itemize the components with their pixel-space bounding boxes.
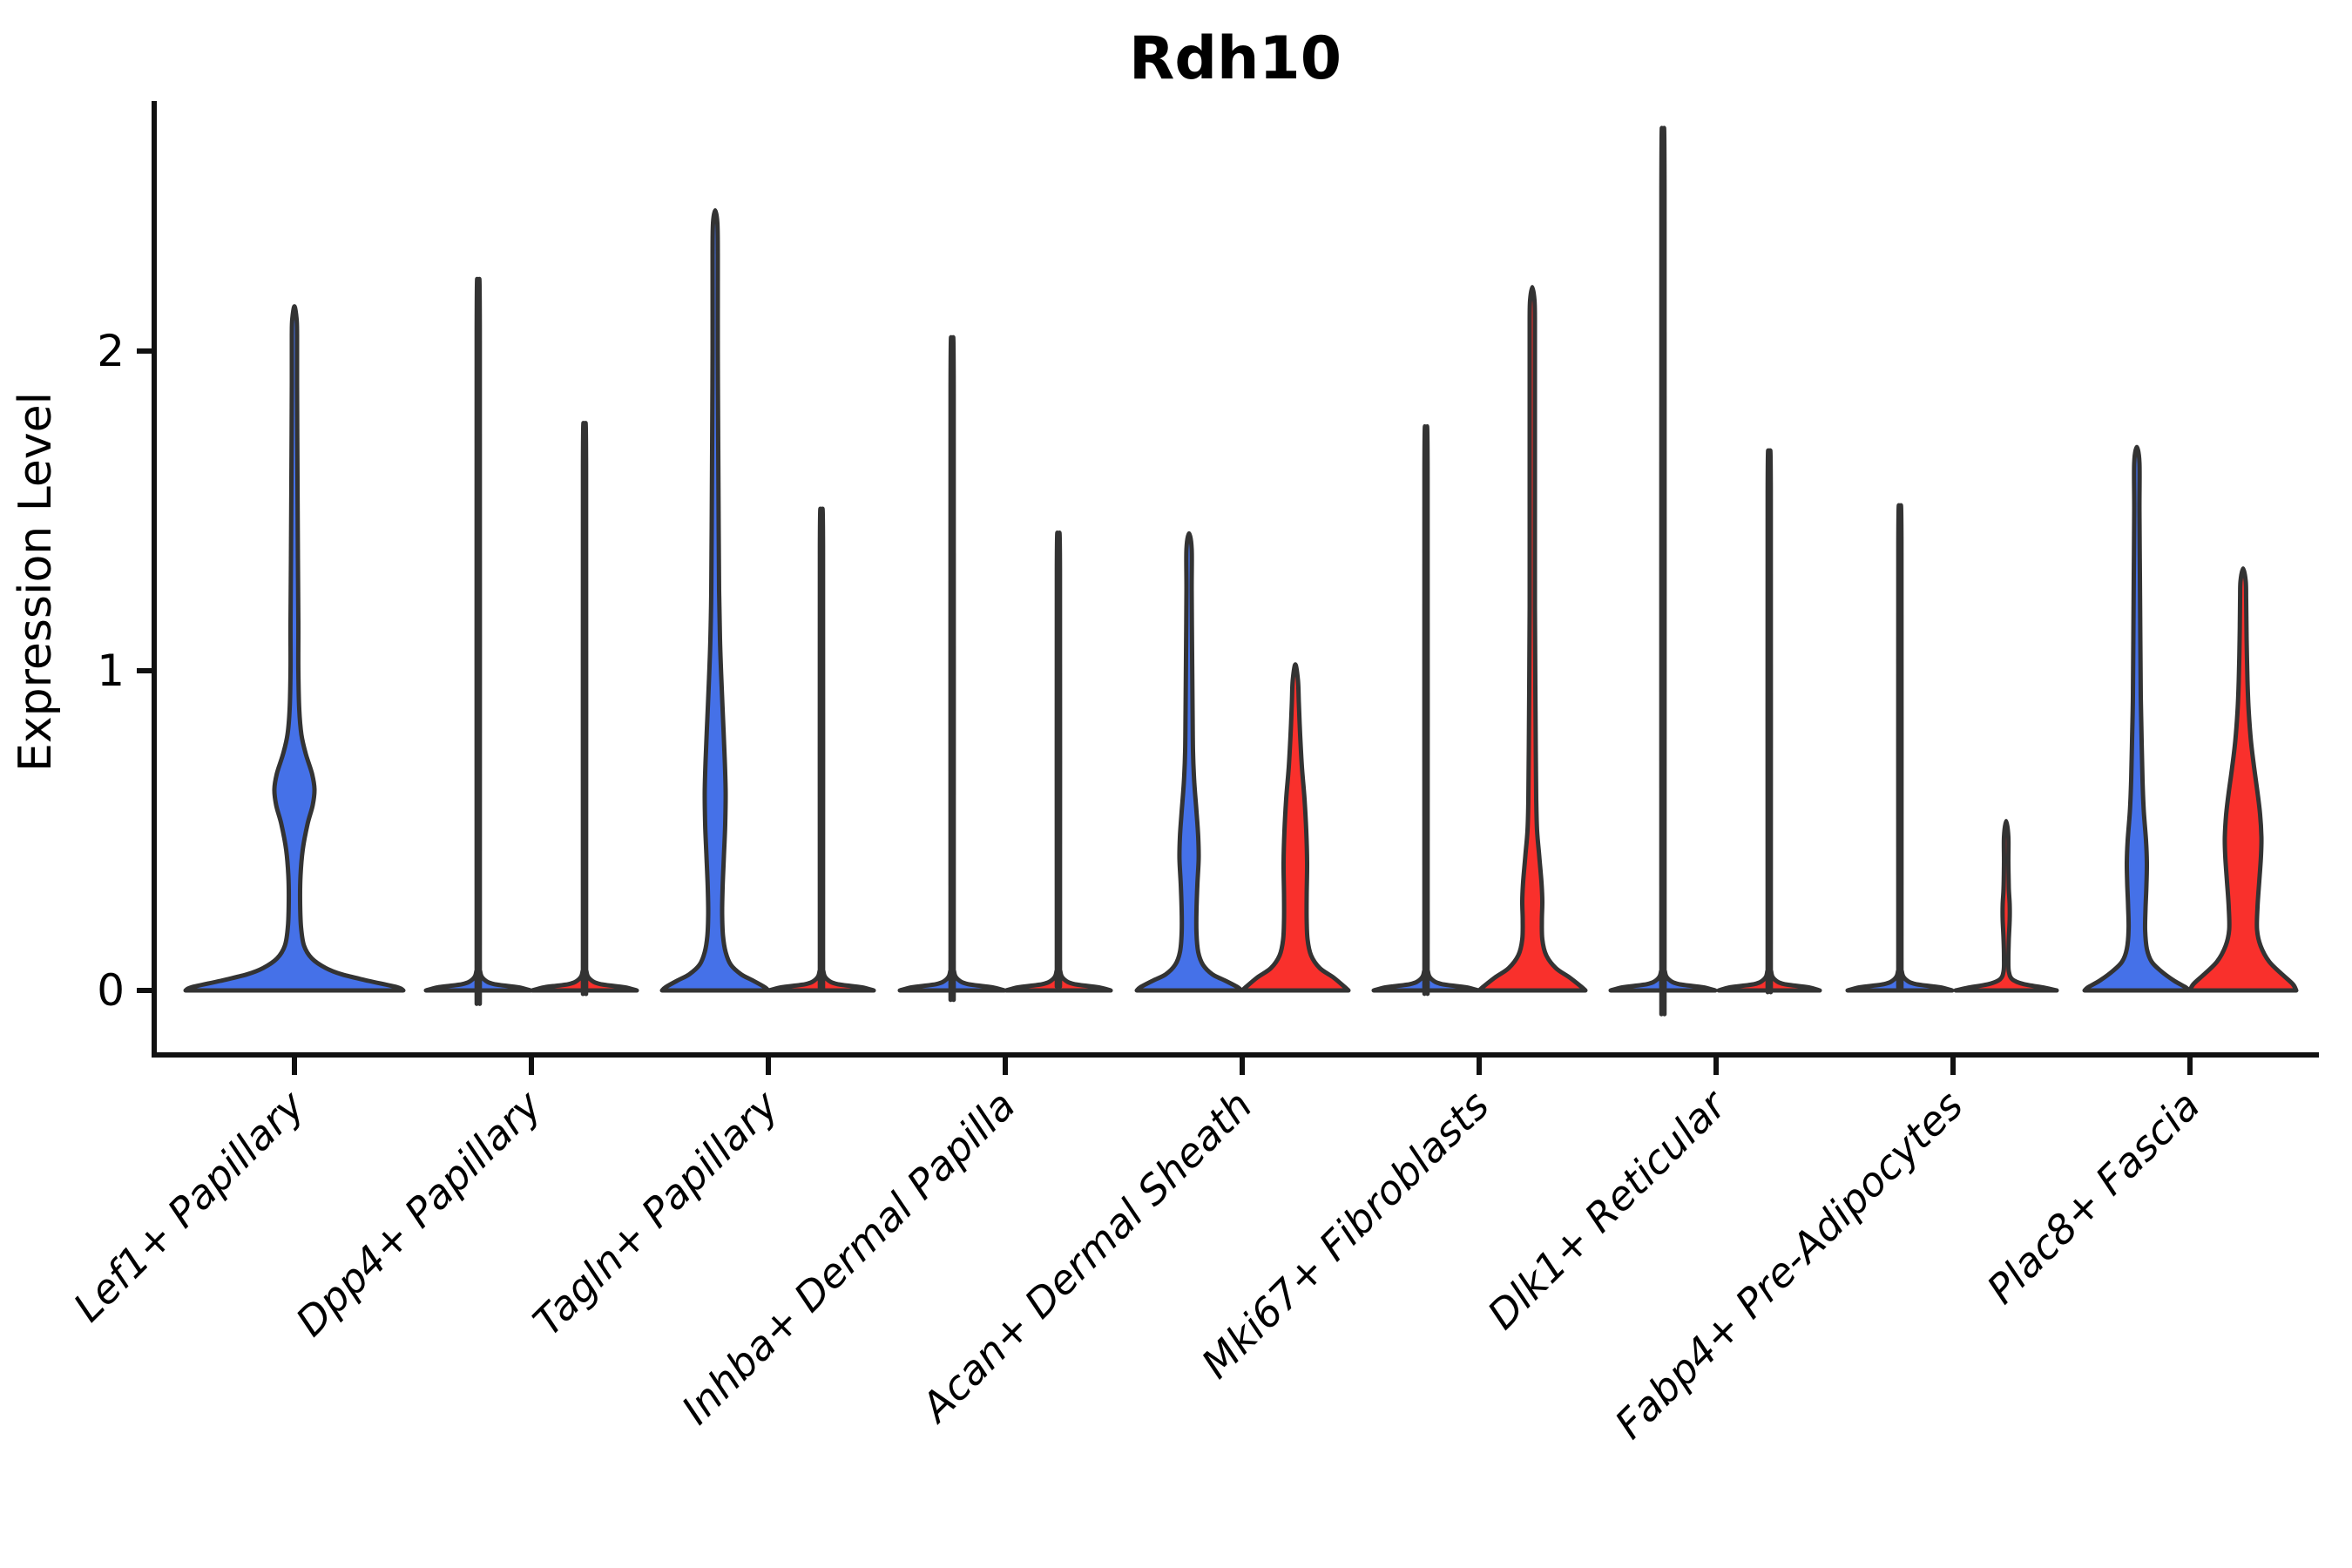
violin-tagln-papillary-blue [659,208,771,993]
y-tick-label: 2 [97,326,125,376]
violin-inhba-dermal-papilla-red [1004,530,1113,993]
violin-mki67-fibroblasts-blue [1371,424,1481,997]
x-tick-label-tagln-papillary: Tagln+ Papillary [524,1081,787,1345]
violin-fabp4-pre-adipocytes-red [1953,819,2059,993]
y-tick-label: 1 [97,645,125,696]
violin-acan-dermal-sheath-red [1240,662,1351,993]
chart-title: Rdh10 [1129,24,1342,93]
violin-dlk1-reticular-blue [1608,125,1718,1017]
violin-tagln-papillary-red [767,506,876,993]
violin-plac8-fascia-red [2187,566,2299,993]
violin-lef1-papillary-blue [183,304,406,993]
x-tick-label-dpp4-papillary: Dpp4+ Papillary [287,1081,551,1345]
violin-mki67-fibroblasts-red [1477,285,1588,993]
y-tick-label: 0 [97,965,125,1016]
x-tick-label-lef1-papillary: Lef1+ Papillary [64,1081,314,1330]
violin-dpp4-papillary-blue [423,276,533,1006]
x-tick-label-plac8-fascia: Plac8+ Fascia [1977,1082,2208,1313]
violin-plac8-fascia-blue [2082,444,2192,993]
violin-inhba-dermal-papilla-blue [897,335,1007,1003]
violins [183,125,2299,1017]
violin-fabp4-pre-adipocytes-blue [1845,503,1955,993]
y-axis-label: Expression Level [10,392,62,772]
violin-dpp4-papillary-red [530,421,639,997]
x-tick-label-dlk1-reticular: Dlk1+ Reticular [1478,1079,1737,1338]
violin-dlk1-reticular-red [1716,448,1822,995]
violin-acan-dermal-sheath-blue [1134,531,1244,993]
axes [137,101,2319,1075]
